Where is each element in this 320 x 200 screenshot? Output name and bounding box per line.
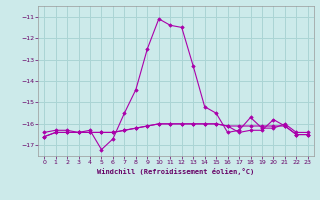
X-axis label: Windchill (Refroidissement éolien,°C): Windchill (Refroidissement éolien,°C) bbox=[97, 168, 255, 175]
